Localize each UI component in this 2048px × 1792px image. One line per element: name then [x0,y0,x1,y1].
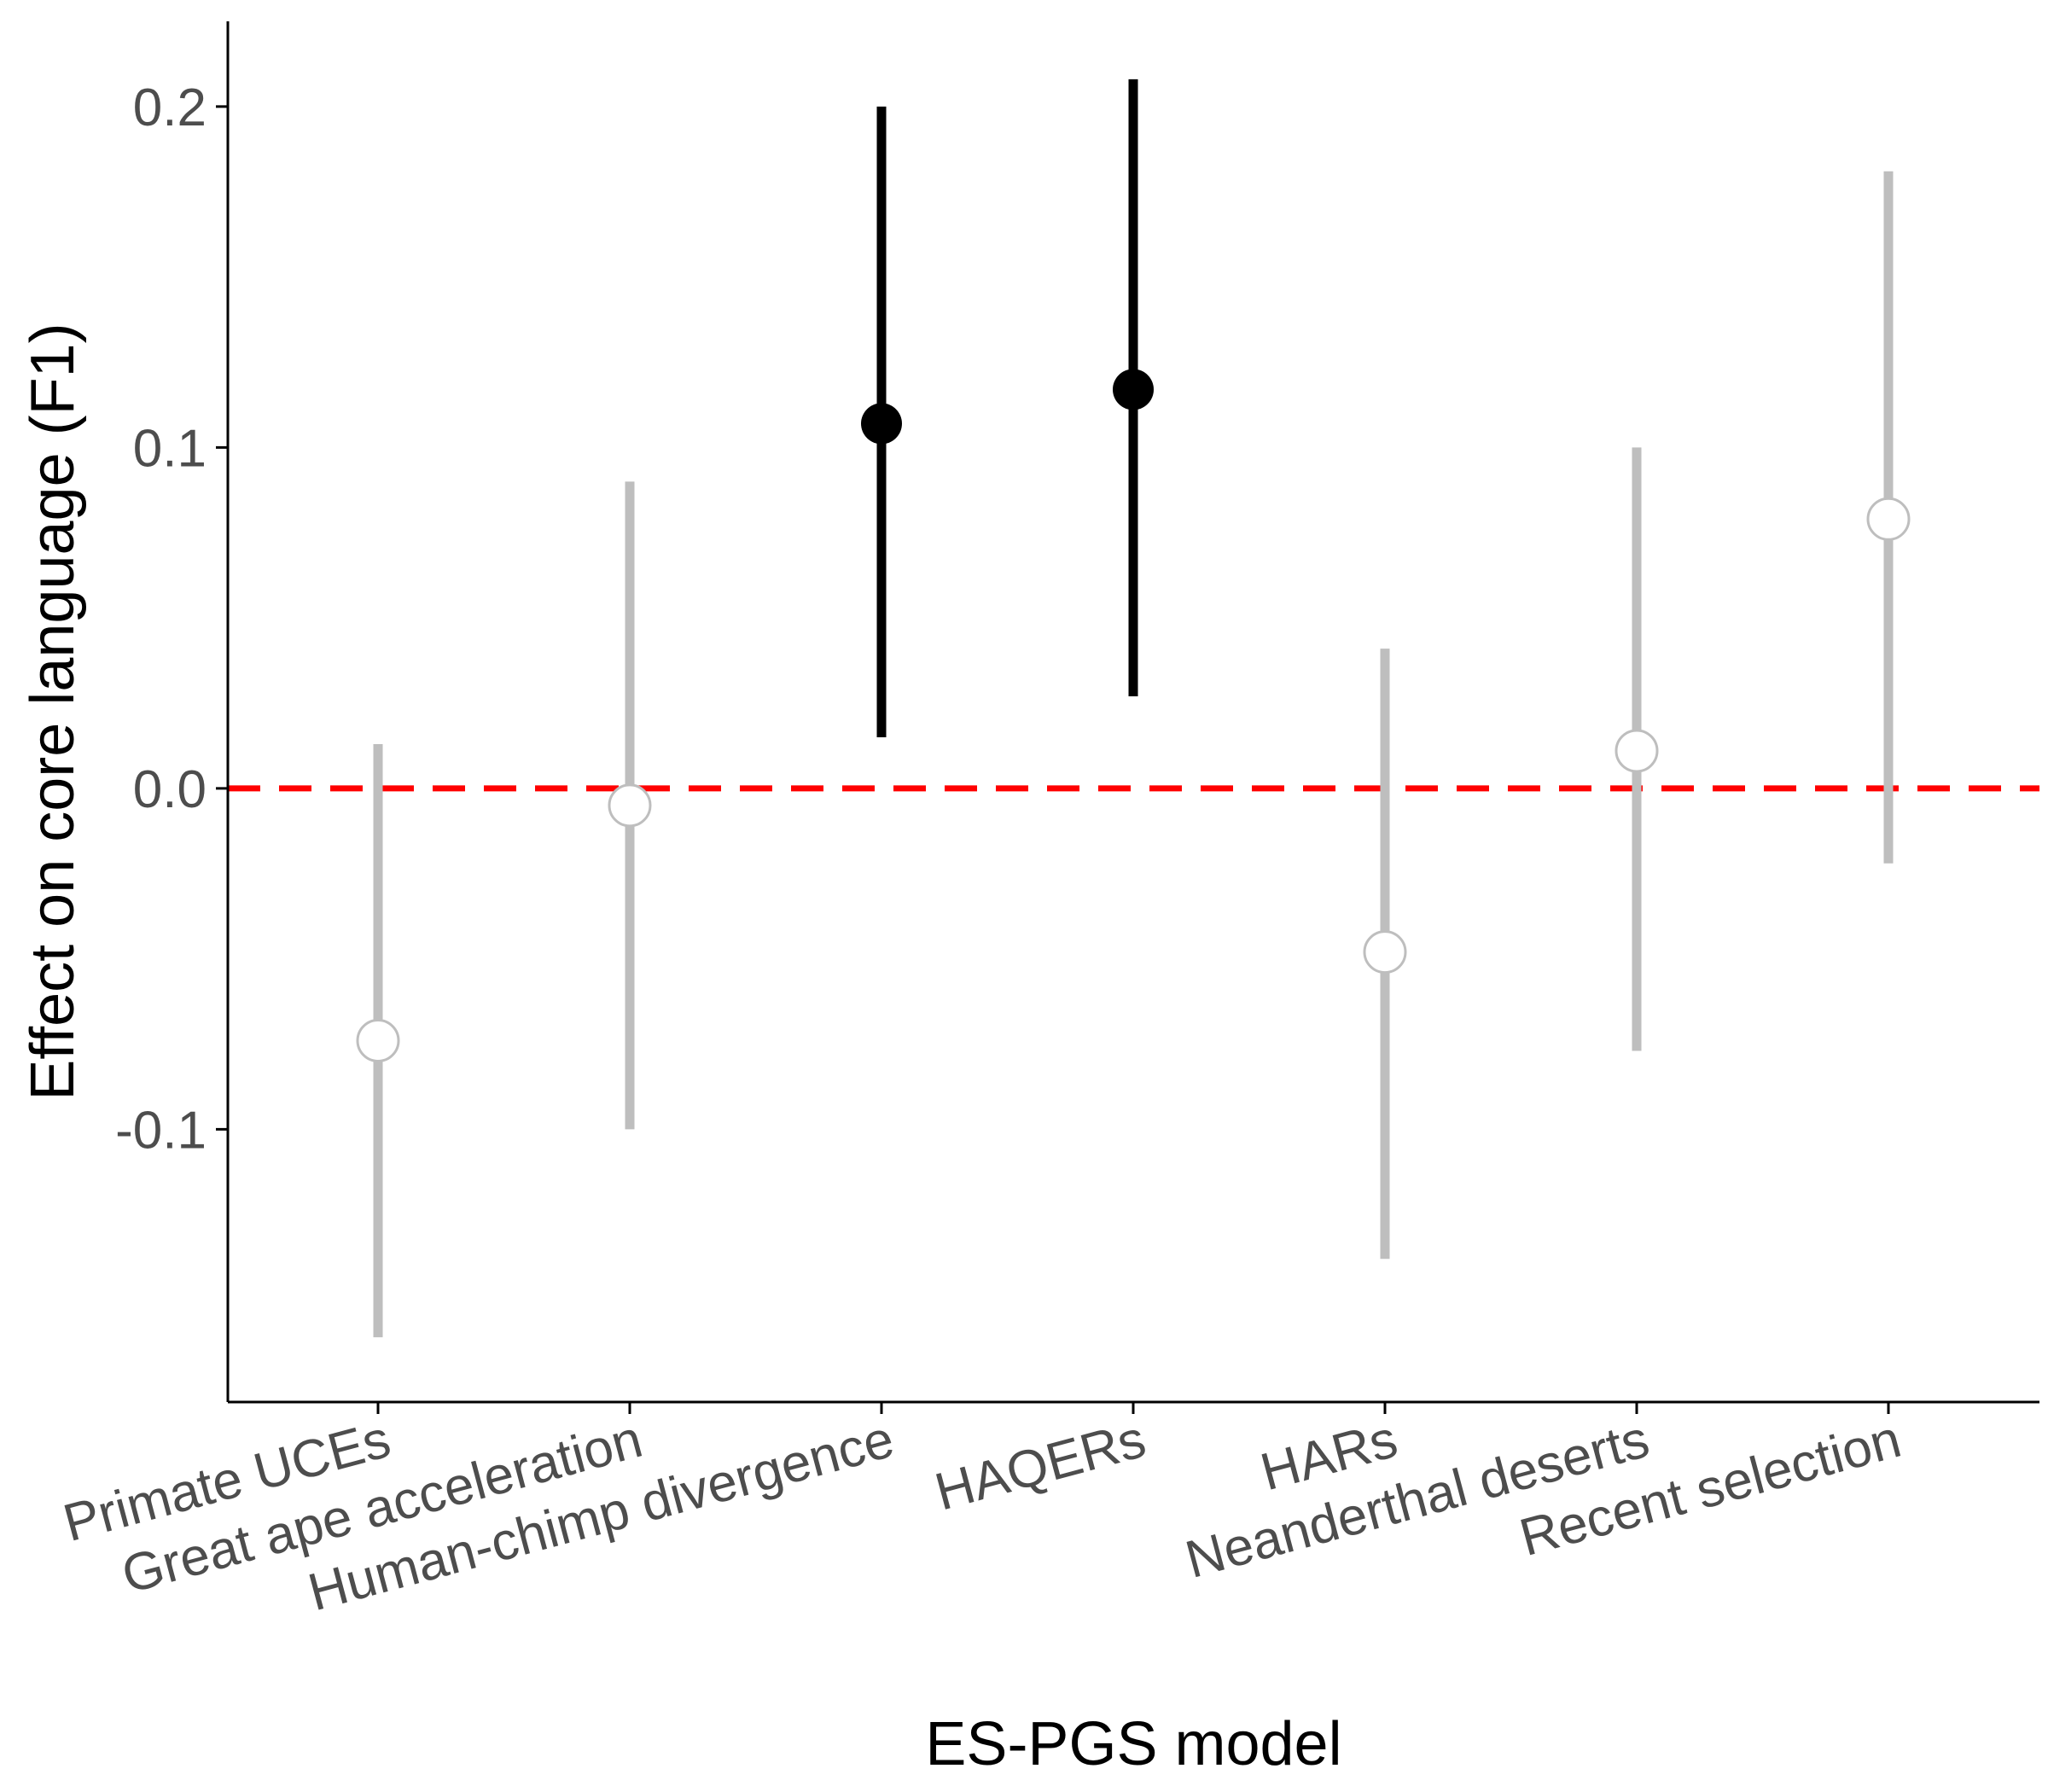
point-estimate-5 [1615,729,1659,773]
y-tick-label-1: 0.0 [133,760,207,819]
point-estimate-2 [861,403,902,445]
x-axis-title: ES-PGS model [925,1710,1341,1778]
plot-area [228,79,2039,1338]
point-estimate-3 [1113,369,1154,410]
point-estimate-1 [608,783,652,828]
point-estimate-0 [356,1019,400,1063]
y-axis: -0.1 0.0 0.1 0.2 [115,21,230,1402]
y-tick-label-3: 0.2 [133,79,207,137]
x-tick-label-3: HAQERs [929,1410,1152,1522]
y-tick-label-0: -0.1 [115,1101,207,1160]
y-axis-title: Effect on core language (F1) [19,323,87,1100]
point-estimate-4 [1363,930,1407,975]
y-tick-label-2: 0.1 [133,419,207,478]
point-estimate-6 [1866,497,1911,541]
